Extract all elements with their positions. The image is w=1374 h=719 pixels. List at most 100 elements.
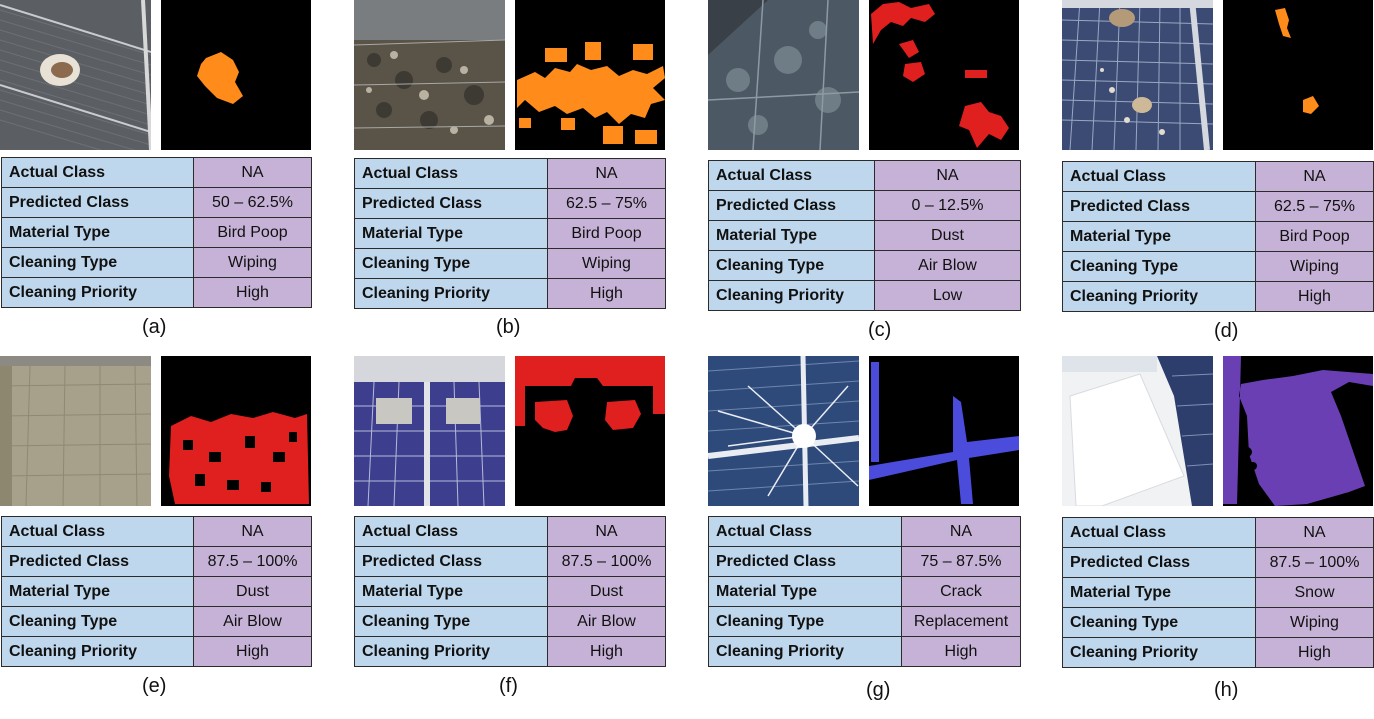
row-value: High (193, 277, 312, 308)
mask-region (869, 362, 1019, 504)
panel-g-table: Actual Class NA Predicted Class 75 – 87.5%… (708, 516, 1021, 667)
mask-region (1223, 356, 1373, 506)
panel-d-caption: (d) (1214, 320, 1239, 342)
row-value: Bird Poop (1255, 221, 1374, 252)
row-label: Predicted Class (1, 187, 194, 218)
row-label: Actual Class (708, 160, 875, 191)
row-label: Predicted Class (354, 546, 548, 577)
table-row: Actual Class NA (1, 157, 312, 188)
row-value: Dust (547, 576, 666, 607)
panel-g-caption: (g) (866, 679, 891, 701)
row-value: Snow (1255, 577, 1374, 608)
panel-c-photo (708, 0, 859, 150)
row-label: Material Type (1, 576, 194, 607)
table-row: Actual Class NA (354, 516, 666, 547)
panel-b-table: Actual Class NA Predicted Class 62.5 – 75%… (354, 158, 666, 309)
table-row: Predicted Class 50 – 62.5% (1, 187, 312, 218)
row-value: NA (1255, 161, 1374, 192)
row-label: Actual Class (354, 158, 548, 189)
row-label: Cleaning Type (1062, 607, 1256, 638)
row-label: Predicted Class (1062, 191, 1256, 222)
mask-region (197, 52, 243, 104)
row-value: NA (547, 516, 666, 547)
row-value: Dust (874, 220, 1021, 251)
panel-f-caption: (f) (499, 675, 518, 697)
row-label: Cleaning Priority (1062, 637, 1256, 668)
table-row: Cleaning Type Replacement (708, 606, 1021, 637)
row-label: Cleaning Type (354, 248, 548, 279)
row-value: Wiping (193, 247, 312, 278)
panel-b-mask (515, 0, 665, 150)
row-value: Air Blow (193, 606, 312, 637)
mask-region (515, 356, 665, 432)
row-value: NA (547, 158, 666, 189)
panel-c-mask (869, 0, 1019, 150)
panel-f-table: Actual Class NA Predicted Class 87.5 – 100… (354, 516, 666, 667)
table-row: Actual Class NA (1062, 517, 1374, 548)
table-row: Material Type Bird Poop (1, 217, 312, 248)
mask-region (517, 42, 665, 144)
table-row: Cleaning Priority High (1062, 637, 1374, 668)
row-label: Cleaning Type (708, 250, 875, 281)
table-row: Actual Class NA (708, 160, 1021, 191)
table-row: Material Type Dust (354, 576, 666, 607)
panel-e-caption: (e) (142, 675, 167, 697)
row-label: Actual Class (708, 516, 902, 547)
table-row: Predicted Class 0 – 12.5% (708, 190, 1021, 221)
table-row: Cleaning Priority High (708, 636, 1021, 667)
row-value: Wiping (547, 248, 666, 279)
row-label: Cleaning Type (354, 606, 548, 637)
table-row: Material Type Dust (708, 220, 1021, 251)
row-value: 87.5 – 100% (193, 546, 312, 577)
panel-a-photo (0, 0, 151, 150)
table-row: Cleaning Priority High (354, 278, 666, 309)
row-value: High (193, 636, 312, 667)
panel-d-mask (1223, 0, 1373, 150)
row-value: Wiping (1255, 251, 1374, 282)
row-value: 62.5 – 75% (1255, 191, 1374, 222)
row-label: Actual Class (1, 157, 194, 188)
table-row: Actual Class NA (354, 158, 666, 189)
table-row: Cleaning Type Air Blow (1, 606, 312, 637)
table-row: Predicted Class 62.5 – 75% (1062, 191, 1374, 222)
row-label: Material Type (1, 217, 194, 248)
table-row: Material Type Snow (1062, 577, 1374, 608)
row-value: 62.5 – 75% (547, 188, 666, 219)
row-label: Material Type (708, 220, 875, 251)
table-row: Material Type Dust (1, 576, 312, 607)
row-value: NA (1255, 517, 1374, 548)
panel-a-mask (161, 0, 311, 150)
row-value: Bird Poop (547, 218, 666, 249)
row-label: Material Type (354, 218, 548, 249)
panel-h-table: Actual Class NA Predicted Class 87.5 – 100… (1062, 517, 1374, 668)
row-value: Replacement (901, 606, 1021, 637)
row-value: High (547, 278, 666, 309)
table-row: Actual Class NA (1, 516, 312, 547)
table-row: Cleaning Priority High (1, 636, 312, 667)
row-value: 87.5 – 100% (1255, 547, 1374, 578)
row-value: NA (193, 157, 312, 188)
table-row: Actual Class NA (708, 516, 1021, 547)
table-row: Cleaning Priority High (354, 636, 666, 667)
row-value: NA (193, 516, 312, 547)
row-label: Cleaning Priority (1, 636, 194, 667)
row-value: Wiping (1255, 607, 1374, 638)
panel-b-photo (354, 0, 505, 150)
panel-c-table: Actual Class NA Predicted Class 0 – 12.5% … (708, 160, 1021, 311)
mask-region (1275, 8, 1319, 114)
panel-f-mask (515, 356, 665, 506)
row-value: Low (874, 280, 1021, 311)
panel-h-caption: (h) (1214, 679, 1239, 701)
row-label: Cleaning Priority (708, 280, 875, 311)
row-label: Material Type (354, 576, 548, 607)
row-value: 0 – 12.5% (874, 190, 1021, 221)
panel-h-photo (1062, 356, 1213, 506)
row-label: Cleaning Priority (354, 278, 548, 309)
row-value: NA (901, 516, 1021, 547)
table-row: Cleaning Type Wiping (1062, 607, 1374, 638)
panel-d-photo (1062, 0, 1213, 150)
row-label: Cleaning Type (708, 606, 902, 637)
panel-h-mask (1223, 356, 1373, 506)
row-value: Dust (193, 576, 312, 607)
table-row: Actual Class NA (1062, 161, 1374, 192)
